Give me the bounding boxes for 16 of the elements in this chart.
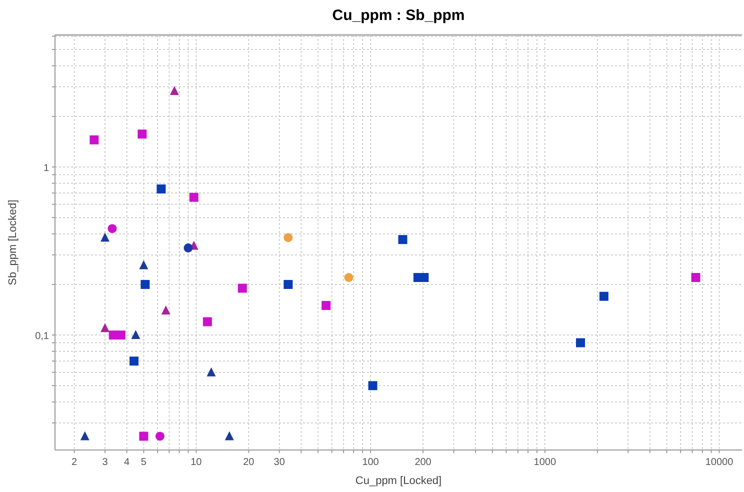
x-tick-label: 10000 <box>705 457 734 468</box>
x-tick-label: 20 <box>243 457 255 468</box>
x-tick-label: 3 <box>102 457 108 468</box>
x-tick-label: 4 <box>124 457 130 468</box>
x-tick-label: 200 <box>414 457 432 468</box>
y-tick-label: 0,1 <box>35 331 50 342</box>
y-tick-label: 1 <box>43 162 50 174</box>
x-tick-label: 5 <box>140 457 147 468</box>
y-axis-title: Sb_ppm [Locked] <box>7 200 19 286</box>
x-tick-label: 2 <box>72 457 78 468</box>
chart-title: Cu_ppm : Sb_ppm <box>332 7 465 24</box>
x-tick-label: 30 <box>274 457 286 468</box>
x-tick-label: 10 <box>190 457 202 468</box>
x-axis-title: Cu_ppm [Locked] <box>355 475 442 487</box>
x-tick-label: 1000 <box>534 457 556 468</box>
x-tick-label: 100 <box>362 457 380 468</box>
